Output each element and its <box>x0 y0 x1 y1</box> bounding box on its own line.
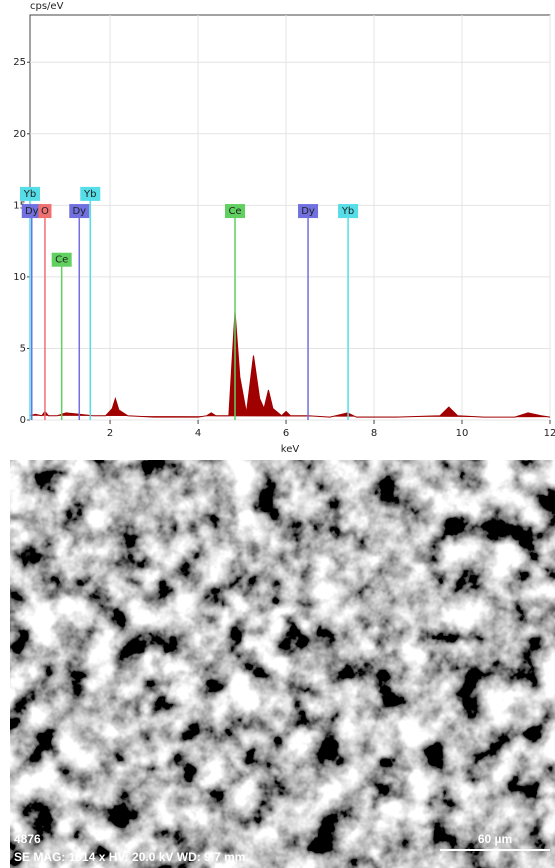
x-tick-label: 10 <box>456 428 469 439</box>
y-tick-label: 20 <box>13 129 26 140</box>
x-tick-label: 12 <box>544 428 555 439</box>
plot-area <box>30 15 550 420</box>
y-tick-label: 25 <box>13 57 26 68</box>
sem-image: 4876 SE MAG: 1014 x HV: 20.0 kV WD: 9.7 … <box>10 460 555 868</box>
element-label: Yb <box>83 189 96 200</box>
element-label: Dy <box>25 206 39 217</box>
element-label: Ce <box>228 206 241 217</box>
element-label: Ce <box>55 255 68 266</box>
x-axis-label: keV <box>281 444 300 455</box>
scale-bar-label: 60 µm <box>478 832 512 846</box>
figure: cps/eV keV 4876 SE MAG: 1014 x HV: 20.0 … <box>0 0 555 868</box>
sem-texture <box>10 460 555 868</box>
image-id: 4876 <box>14 832 41 846</box>
element-label: Yb <box>341 206 354 217</box>
element-label: O <box>41 206 49 217</box>
element-label: Dy <box>301 206 315 217</box>
x-tick-label: 8 <box>371 428 377 439</box>
image-info: SE MAG: 1014 x HV: 20.0 kV WD: 9.7 mm <box>14 850 245 864</box>
element-label: Yb <box>23 189 36 200</box>
y-axis-label: cps/eV <box>30 1 64 12</box>
x-tick-label: 4 <box>195 428 201 439</box>
x-tick-label: 6 <box>283 428 289 439</box>
x-tick-label: 2 <box>107 428 113 439</box>
element-label: Dy <box>72 206 86 217</box>
y-tick-label: 10 <box>13 272 26 283</box>
y-tick-label: 5 <box>20 343 26 354</box>
y-tick-label: 0 <box>20 415 26 426</box>
page: cps/eV keV 4876 SE MAG: 1014 x HV: 20.0 … <box>0 0 555 868</box>
